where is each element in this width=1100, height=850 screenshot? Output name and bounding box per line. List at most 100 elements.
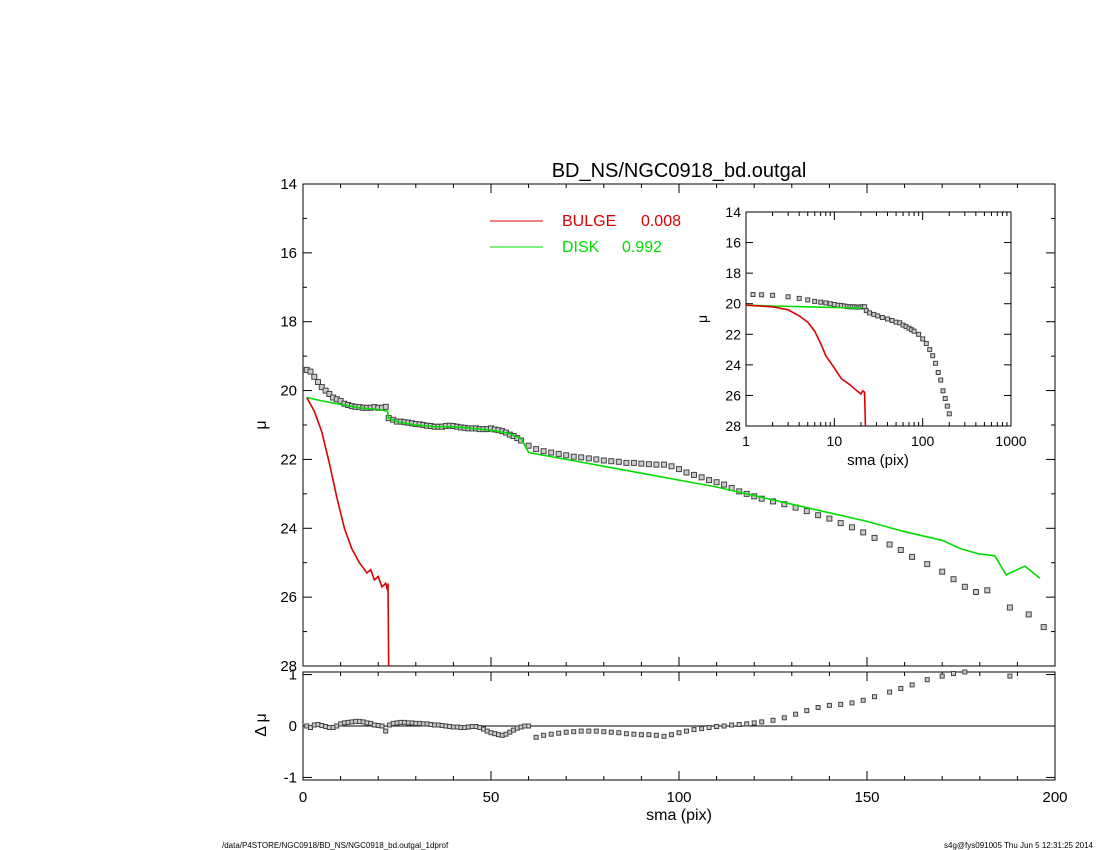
data-point <box>533 446 540 453</box>
data-point <box>615 458 622 465</box>
data-point <box>608 458 615 465</box>
inset-data-point <box>785 294 791 300</box>
residual-y-axis-label: Δ μ <box>253 713 270 736</box>
inset-data-point <box>812 298 818 304</box>
residual-point <box>533 734 539 740</box>
residual-point <box>721 723 727 729</box>
data-point <box>645 461 652 468</box>
residual-point <box>951 671 956 676</box>
data-point <box>676 466 682 473</box>
residual-point <box>736 722 742 727</box>
data-point <box>1040 624 1047 631</box>
residual-y-tick-label: -1 <box>284 769 297 786</box>
inset-y-tick-label: 28 <box>725 418 741 434</box>
residual-point <box>608 729 614 735</box>
y-tick-label: 28 <box>280 658 297 675</box>
inset-panel: μ sma (pix) 14 16 18 20 22 24 26 281 10 100 1000 <box>694 204 1027 469</box>
residual-y-tick-label: 0 <box>289 718 297 735</box>
residual-point <box>586 728 592 734</box>
data-point <box>1025 611 1032 618</box>
data-point <box>909 553 916 560</box>
inset-ticks: 14 16 18 20 22 24 26 281 10 100 1000 <box>725 204 1026 449</box>
inset-data-point <box>759 292 765 298</box>
residual-y-tick-label: 1 <box>289 667 297 684</box>
residual-point <box>898 686 904 691</box>
data-point <box>630 459 637 466</box>
y-tick-label: 14 <box>280 176 297 193</box>
inset-x-tick-label: 10 <box>827 433 843 449</box>
x-axis-label: sma (pix) <box>646 807 712 824</box>
inset-y-tick-label: 26 <box>725 387 741 403</box>
inset-data-point <box>938 377 944 383</box>
main-series <box>303 366 1047 667</box>
data-point <box>307 368 314 375</box>
data-point <box>653 461 660 468</box>
data-point <box>815 512 822 519</box>
data-point <box>924 561 931 568</box>
residual-point <box>962 669 968 675</box>
residual-point <box>676 730 682 736</box>
residual-point <box>684 728 689 734</box>
residual-point <box>759 719 765 725</box>
legend-disk-value: 0.992 <box>622 239 662 256</box>
bulge-line <box>306 397 390 667</box>
data-point <box>826 515 833 522</box>
x-tick-label: 0 <box>299 789 307 806</box>
data-point <box>691 471 697 478</box>
residual-point <box>872 694 877 700</box>
inset-plot-frame <box>745 211 1012 427</box>
y-tick-label: 16 <box>280 245 297 262</box>
residual-points <box>304 669 1013 740</box>
data-point <box>706 477 713 484</box>
residual-point <box>541 732 547 738</box>
y-tick-label: 18 <box>280 314 297 331</box>
data-point <box>570 453 577 460</box>
residual-point <box>860 697 866 703</box>
inset-data-point <box>933 360 939 366</box>
residual-point <box>793 711 799 717</box>
data-point <box>322 387 329 394</box>
main-panel: BD_NS/NGC0918_bd.outgal μ 14 16 18 20 22 24 26… <box>253 160 1056 675</box>
residual-point <box>804 708 810 714</box>
legend-disk-name: DISK <box>562 239 600 256</box>
residual-point <box>691 727 697 733</box>
residual-point <box>653 732 659 738</box>
residual-point <box>714 724 720 729</box>
residual-point <box>578 728 584 734</box>
data-point <box>849 524 855 531</box>
inset-data-point <box>889 318 895 323</box>
data-point <box>939 568 946 575</box>
inset-data-point <box>827 301 833 307</box>
inset-y-tick-label: 24 <box>725 357 741 373</box>
data-point <box>886 541 893 548</box>
residual-point <box>601 729 607 735</box>
inset-x-tick-label: 100 <box>911 433 935 449</box>
inset-y-tick-label: 16 <box>725 235 741 251</box>
data-point <box>897 547 904 553</box>
inset-data-point <box>944 403 950 409</box>
data-point <box>623 459 630 466</box>
inset-data-point <box>927 347 933 353</box>
inset-data-point <box>885 316 890 322</box>
footer-file-path: /data/P4STORE/NGC0918/BD_NS/NGC0918_bd.o… <box>222 841 449 850</box>
chart-title: BD_NS/NGC0918_bd.outgal <box>552 160 807 182</box>
residual-point <box>646 732 652 738</box>
data-point <box>860 529 867 536</box>
x-tick-label: 150 <box>854 789 879 806</box>
y-tick-label: 20 <box>280 383 297 400</box>
inset-y-tick-label: 20 <box>725 296 741 312</box>
residual-point <box>623 731 629 737</box>
data-point <box>540 448 547 455</box>
inset-data-point <box>946 411 952 417</box>
inset-data-point <box>879 315 885 320</box>
residual-point <box>556 730 562 736</box>
data-point <box>803 508 810 515</box>
residual-point <box>548 731 554 737</box>
data-point <box>525 442 532 449</box>
inset-data-point <box>867 310 872 316</box>
residual-point <box>379 723 385 729</box>
residual-point <box>781 715 787 721</box>
residual-point <box>838 701 844 707</box>
residual-point <box>744 721 750 727</box>
